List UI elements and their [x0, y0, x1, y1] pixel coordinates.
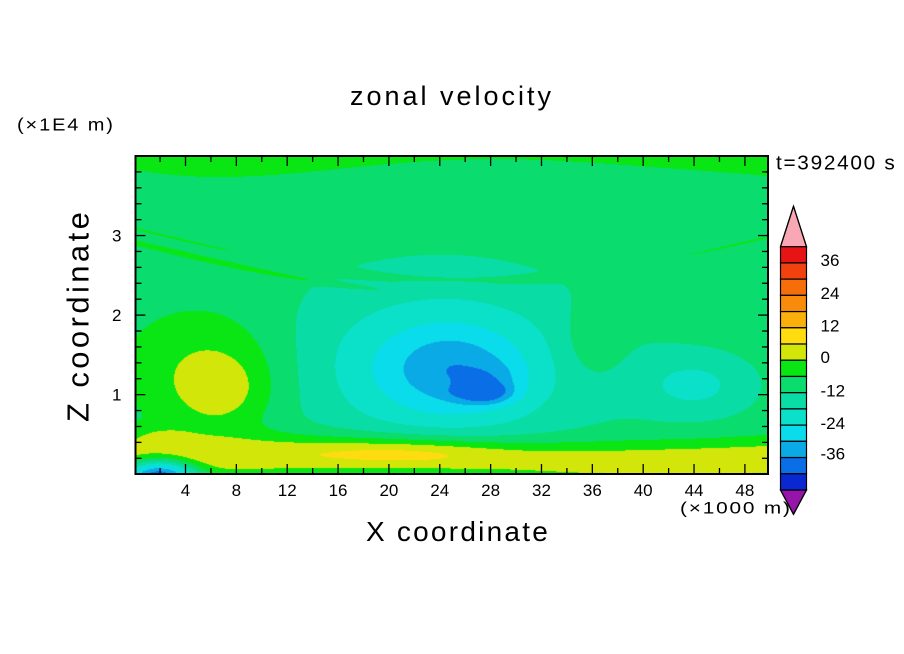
svg-text:2: 2 [112, 306, 121, 325]
svg-text:48: 48 [735, 481, 754, 500]
svg-text:0: 0 [821, 348, 830, 367]
svg-text:16: 16 [329, 481, 348, 500]
svg-text:4: 4 [181, 481, 190, 500]
svg-text:3: 3 [112, 227, 121, 246]
svg-text:36: 36 [583, 481, 602, 500]
svg-text:12: 12 [278, 481, 297, 500]
svg-text:8: 8 [232, 481, 241, 500]
svg-text:24: 24 [821, 284, 840, 303]
svg-text:1: 1 [112, 386, 121, 405]
svg-text:-36: -36 [821, 444, 846, 463]
svg-text:36: 36 [821, 251, 840, 270]
svg-text:-12: -12 [821, 381, 846, 400]
svg-text:12: 12 [821, 317, 840, 336]
svg-text:-24: -24 [821, 414, 846, 433]
svg-text:28: 28 [481, 481, 500, 500]
svg-text:44: 44 [685, 481, 704, 500]
svg-text:40: 40 [634, 481, 653, 500]
svg-text:32: 32 [532, 481, 551, 500]
svg-text:20: 20 [379, 481, 398, 500]
svg-text:24: 24 [430, 481, 449, 500]
